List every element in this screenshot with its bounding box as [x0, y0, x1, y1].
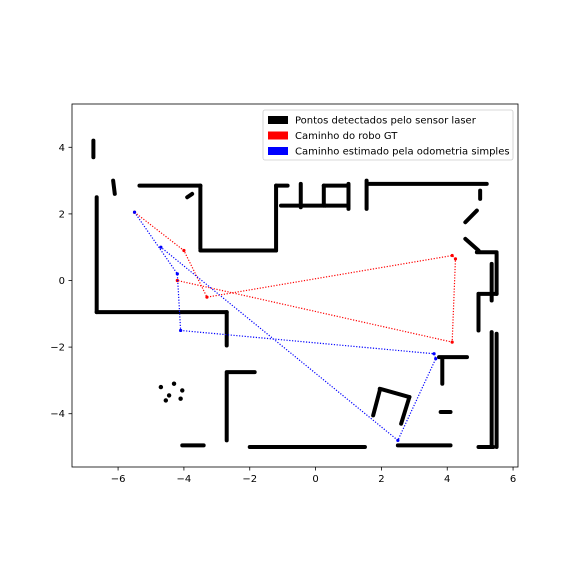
x-tick-label: 4 — [444, 474, 450, 485]
legend-label-2: Caminho estimado pela odometria simples — [295, 147, 510, 158]
series-layer — [132, 210, 458, 442]
laser-points-layer — [91, 138, 499, 450]
series-1-point-4 — [434, 357, 438, 361]
laser-blob-5 — [178, 396, 183, 401]
x-tick-label: 2 — [378, 474, 384, 485]
series-1-point-1 — [175, 272, 179, 276]
laser-segment-21 — [463, 236, 481, 253]
y-axis-ticks: −4 −2 0 2 4 — [50, 143, 72, 420]
laser-blob-1 — [166, 393, 172, 398]
laser-blob-2 — [171, 381, 177, 386]
x-tick-label: −4 — [177, 474, 192, 485]
series-1-point-6 — [159, 245, 163, 249]
x-tick-label: 6 — [510, 474, 516, 485]
series-1-point-3 — [432, 352, 436, 356]
laser-segment-35 — [371, 388, 382, 418]
legend: Pontos detectados pelo sensor laser Camin… — [262, 109, 514, 161]
laser-segment-10 — [185, 191, 195, 200]
y-tick-label: 0 — [59, 276, 65, 287]
laser-blob-0 — [158, 384, 164, 390]
legend-swatch-2 — [268, 147, 288, 155]
legend-label-1: Caminho do robo GT — [295, 131, 398, 142]
y-tick-label: −4 — [50, 409, 65, 420]
series-0-point-3 — [450, 253, 454, 258]
laser-blob-4 — [163, 398, 169, 403]
series-1-point-0 — [132, 210, 137, 214]
legend-box — [262, 109, 514, 161]
x-tick-label: −6 — [111, 474, 126, 485]
series-1-point-2 — [179, 328, 183, 333]
series-0-point-4 — [453, 257, 458, 261]
legend-label-0: Pontos detectados pelo sensor laser — [295, 116, 477, 127]
laser-segment-20 — [463, 208, 479, 225]
series-0-point-1 — [182, 248, 186, 253]
legend-swatch-0 — [268, 116, 288, 124]
legend-swatch-1 — [268, 131, 288, 140]
series-0-point-2 — [205, 295, 209, 299]
laser-segment-34 — [377, 386, 412, 400]
series-1-point-5 — [396, 438, 400, 442]
y-tick-label: 2 — [59, 209, 65, 220]
laser-segment-4 — [111, 178, 117, 196]
laser-blob-3 — [180, 388, 185, 393]
series-0-point-5 — [450, 340, 454, 344]
x-axis-ticks: −6 −4 −2 0 2 4 6 — [111, 467, 516, 485]
y-tick-label: 4 — [59, 143, 65, 154]
x-tick-label: −2 — [242, 474, 257, 485]
x-tick-label: 0 — [312, 474, 318, 485]
y-tick-label: −2 — [50, 343, 65, 354]
laser-segment-36 — [399, 395, 412, 426]
axes-frame — [71, 103, 519, 468]
